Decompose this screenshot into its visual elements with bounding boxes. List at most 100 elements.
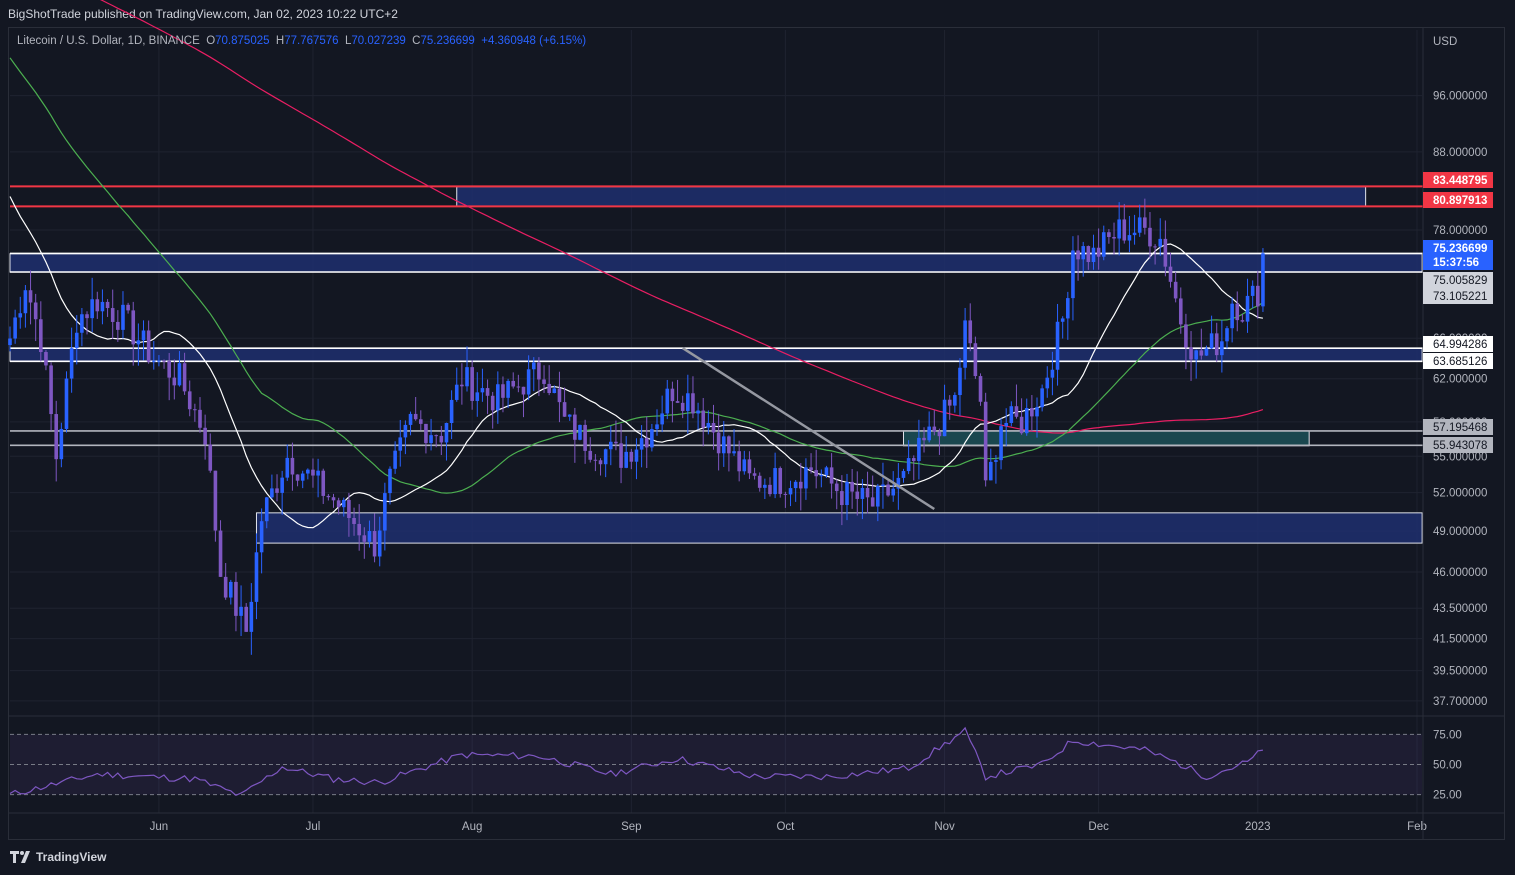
candle-body [33,302,38,320]
candle-body [891,488,896,496]
candle-body [1143,217,1147,228]
candle-body [357,523,361,536]
candle-body [1204,348,1209,356]
candle-body [881,484,885,487]
candle-body [983,401,988,481]
price-label-tag [1423,288,1493,304]
candle-body [547,383,551,394]
price-label-text: 75.236699 [1433,243,1487,255]
zones [9,186,1423,544]
candle-body [275,488,279,493]
candle-body [151,360,156,362]
candle-body [259,521,264,553]
candle-body [434,435,439,437]
candle-body [1261,253,1265,307]
candle-body [629,451,634,462]
publish-line: BigShotTrade published on TradingView.co… [8,7,398,21]
candle-body [439,435,444,443]
candle-body [316,470,320,476]
candle-body [1256,285,1260,307]
candle-body [737,451,741,472]
tradingview-logo[interactable]: TradingView [10,850,106,864]
candle-body [341,499,346,508]
candle-body [239,606,243,616]
candle-body [496,384,500,411]
candle-body [665,388,670,414]
candle-body [809,467,813,471]
candle-body [326,495,331,498]
candle-body [660,413,664,425]
candle-body [1060,318,1065,322]
candle-body [573,414,577,440]
candle-body [716,432,721,454]
time-tick-label: Dec [1088,821,1109,833]
candle-body [121,304,125,330]
candle-body [270,488,274,498]
candle-body [1112,236,1116,239]
price-tick-label: 88.000000 [1433,147,1487,159]
candle-body [1178,298,1183,325]
candle-body [727,436,731,454]
candle-body [311,469,315,476]
blue-zone [456,186,1367,207]
candle-body [157,360,161,362]
candle-body [798,481,803,489]
candle-body [1168,266,1173,282]
rsi-pane: 75.00 50.00 25.00 [9,726,1462,802]
candle-body [1076,250,1080,260]
candle-body [973,343,978,377]
high-value: 77.767576 [284,35,339,47]
candle-body [419,419,423,424]
candle-body [162,360,166,362]
price-label-text: 57.195468 [1433,422,1487,434]
candle-body [778,468,783,494]
candle-body [85,314,89,319]
symbol-name[interactable]: Litecoin / U.S. Dollar, 1D, BINANCE [17,35,200,47]
price-label-tag [1423,336,1493,352]
candle-body [1014,406,1019,417]
candle-body [552,388,557,394]
candle-body [526,369,531,395]
candle-body [752,473,757,476]
price-tick-label: 46.000000 [1433,567,1487,579]
candle-body [203,427,207,445]
candle-body [74,332,79,349]
candle-body [1004,422,1008,427]
rsi-line [9,726,1263,797]
candle-body [901,471,906,478]
candle-body [95,299,100,312]
ma-fast-line [9,196,1264,529]
candle-body [686,393,690,411]
candle-body [44,352,48,366]
candle-body [747,459,752,474]
candle-body [223,576,228,598]
low-value: 70.027239 [351,35,406,47]
candle-body [824,467,829,476]
candle-body [460,384,464,387]
candle-body [834,483,839,492]
price-label-text: 83.448795 [1433,175,1488,187]
candle-body [193,409,197,411]
candle-body [557,388,562,403]
candle-body [362,535,367,542]
time-tick-label: Jun [150,821,169,833]
candle-body [229,581,233,598]
candle-body [706,422,711,428]
price-label-tag [1423,437,1493,453]
time-tick-label: Feb [1407,821,1427,833]
candle-body [1117,219,1121,239]
candle-body [999,426,1003,461]
candle-body [187,391,192,410]
candle-body [23,290,28,314]
candle-body [1030,408,1034,417]
open-label: O [206,35,216,47]
candle-body [732,451,736,454]
candle-body [1153,246,1157,248]
candle-body [59,428,64,460]
candle-body [424,423,428,444]
price-tick-label: 43.500000 [1433,603,1487,615]
candle-body [742,459,747,472]
candle-body [331,497,336,501]
candle-body [537,362,541,380]
